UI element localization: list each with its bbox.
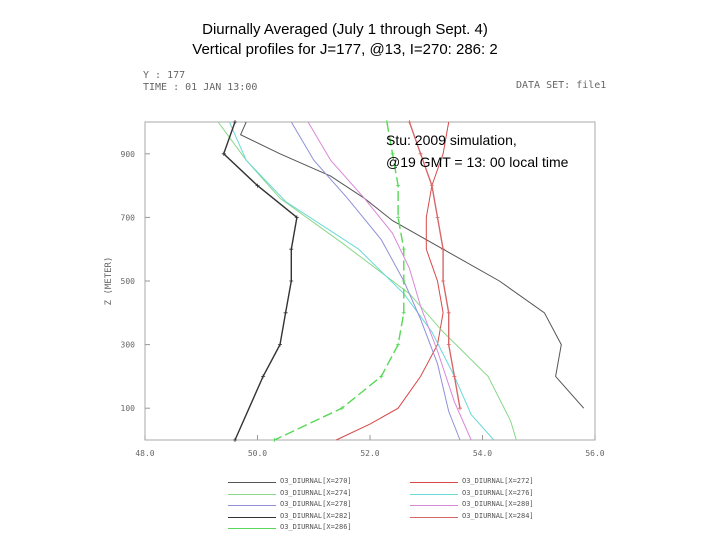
legend-item: O3_DIURNAL[X=272]: [410, 477, 580, 488]
series-point-7: [429, 183, 434, 188]
legend-swatch: [228, 528, 276, 529]
legend-swatch: [228, 482, 276, 483]
legend-label: O3_DIURNAL[X=286]: [280, 523, 352, 531]
legend-swatch: [228, 516, 276, 518]
series-point-6: [289, 279, 294, 283]
series-point-8: [396, 215, 401, 220]
series-line-7: [408, 121, 461, 409]
legend-item: O3_DIURNAL[X=278]: [228, 500, 398, 511]
y-tick-label: 300: [121, 341, 136, 350]
series-point-7: [435, 215, 440, 220]
x-tick-label: 50.0: [248, 449, 267, 458]
series-point-8: [401, 247, 406, 252]
x-tick-label: 48.0: [135, 449, 154, 458]
legend-item: O3_DIURNAL[X=284]: [410, 511, 580, 523]
series-point-6: [221, 151, 226, 156]
series-point-8: [396, 342, 401, 347]
x-tick-label: 52.0: [360, 449, 379, 458]
series-point-7: [407, 120, 412, 124]
legend-label: O3_DIURNAL[X=276]: [462, 488, 534, 497]
grads-y-readout: Y : 177: [143, 70, 186, 81]
y-axis-label: Z (METER): [104, 257, 114, 306]
x-tick-label: 56.0: [585, 449, 604, 458]
series-point-7: [441, 247, 446, 252]
legend-label: O3_DIURNAL[X=270]: [280, 477, 352, 485]
series-point-6: [233, 438, 237, 442]
series-line-0: [239, 121, 585, 409]
legend-item: O3_DIURNAL[X=270]: [228, 477, 398, 488]
series-point-8: [339, 406, 344, 411]
series-group: [217, 120, 585, 442]
grads-time-readout: TIME : 01 JAN 13:00: [143, 82, 258, 93]
y-tick-label: 900: [121, 150, 136, 159]
series-point-7: [452, 374, 457, 379]
legend-item: O3_DIURNAL[X=282]: [228, 511, 398, 523]
legend-swatch: [410, 493, 458, 495]
legend-swatch: [228, 505, 276, 506]
series-line-6: [222, 121, 298, 441]
x-tick-label: 54.0: [473, 449, 492, 458]
annotation-line2: @19 GMT = 13: 00 local time: [386, 154, 569, 170]
grads-dataset-readout: DATA SET: file1: [516, 80, 607, 91]
series-point-8: [379, 374, 384, 379]
series-point-7: [446, 310, 451, 315]
legend-label: O3_DIURNAL[X=282]: [280, 511, 352, 520]
series-point-7: [418, 151, 423, 156]
series-line-5: [307, 121, 472, 441]
series-point-6: [233, 120, 237, 124]
series-point-7: [446, 342, 451, 347]
axis-ticks: 48.0 50.0 52.0 54.0 56.0 100 300 500 700 900: [121, 150, 605, 458]
y-tick-label: 100: [121, 404, 136, 413]
legend-label: O3_DIURNAL[X=284]: [462, 511, 534, 520]
series-line-1: [335, 121, 450, 441]
legend-label: O3_DIURNAL[X=280]: [462, 500, 534, 508]
series-point-6: [261, 374, 266, 379]
legend-item: O3_DIURNAL[X=274]: [228, 488, 398, 500]
series-point-8: [396, 183, 401, 188]
legend-item: O3_DIURNAL[X=286]: [228, 523, 398, 534]
series-point-6: [278, 342, 282, 347]
series-point-6: [283, 310, 288, 315]
series-point-8: [390, 151, 395, 156]
y-tick-label: 700: [121, 213, 136, 222]
legend-item: O3_DIURNAL[X=280]: [410, 500, 580, 511]
series-point-8: [401, 279, 406, 283]
legend-swatch: [410, 516, 458, 518]
legend-label: O3_DIURNAL[X=278]: [280, 500, 352, 508]
series-point-7: [441, 279, 446, 283]
series-point-8: [272, 438, 277, 442]
chart-title-line2: Vertical profiles for J=177, @13, I=270:…: [192, 41, 498, 58]
y-tick-label: 500: [121, 277, 136, 286]
series-point-8: [401, 310, 406, 315]
series-point-6: [294, 215, 299, 220]
legend-label: O3_DIURNAL[X=274]: [280, 488, 352, 497]
series-point-7: [458, 406, 462, 411]
annotation-line1: Stu: 2009 simulation,: [386, 132, 517, 148]
legend-swatch: [228, 493, 276, 495]
legend-swatch: [410, 482, 458, 483]
legend-label: O3_DIURNAL[X=272]: [462, 477, 534, 485]
series-point-8: [384, 120, 389, 124]
legend-item: O3_DIURNAL[X=276]: [410, 488, 580, 500]
series-point-6: [289, 247, 294, 252]
chart-title-line1: Diurnally Averaged (July 1 through Sept.…: [202, 21, 488, 38]
series-point-6: [255, 183, 260, 188]
legend-swatch: [410, 505, 458, 506]
